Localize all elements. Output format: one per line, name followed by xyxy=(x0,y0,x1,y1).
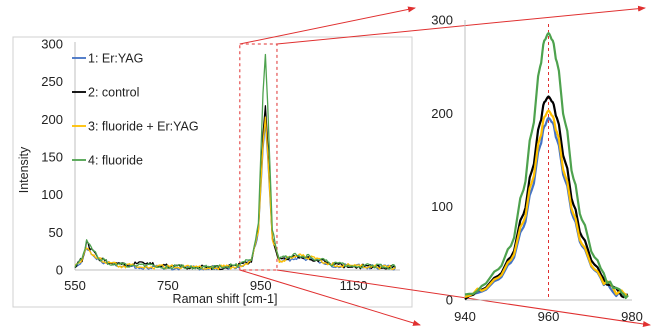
main-series-line xyxy=(74,116,396,271)
legend-label: 2: control xyxy=(88,86,139,100)
main-axes: 0 50 100 150 200 250 300 550 750 950 1150 xyxy=(41,37,400,293)
inset-series-line xyxy=(464,95,629,301)
main-chart-frame xyxy=(12,36,413,308)
x-axis-label: Raman shift [cm-1] xyxy=(173,292,278,306)
inset-x-tick-label: 980 xyxy=(621,309,643,324)
zoom-connector-arrow xyxy=(276,5,646,45)
zoom-highlight-box xyxy=(239,43,278,271)
inset-y-tick-label: 300 xyxy=(431,13,453,28)
main-y-tick-label: 0 xyxy=(56,263,63,278)
main-y-tick-label: 150 xyxy=(41,150,63,165)
inset-axes: 0 100 200 300 940 960 980 xyxy=(431,13,643,325)
main-x-tick-label: 950 xyxy=(250,278,272,293)
legend-label: 1: Er:YAG xyxy=(88,52,143,66)
main-series-line xyxy=(74,53,396,270)
main-series-line xyxy=(74,121,396,271)
main-x-tick-label: 1150 xyxy=(340,278,368,293)
main-y-tick-label: 300 xyxy=(41,37,63,52)
inset-series-group xyxy=(464,31,629,301)
zoom-connector-arrow xyxy=(239,269,421,326)
main-y-tick-label: 100 xyxy=(41,187,63,202)
inset-series-line xyxy=(464,109,629,299)
main-x-tick-label: 750 xyxy=(157,278,179,293)
zoom-connector-arrow xyxy=(239,6,416,45)
zoom-connector-arrow xyxy=(276,269,651,327)
inset-y-tick-label: 100 xyxy=(431,199,453,214)
legend: 1: Er:YAG 2: control 3: fluoride + Er:YAG 4… xyxy=(72,52,199,168)
zoom-connector-lines xyxy=(239,5,651,327)
legend-label: 4: fluoride xyxy=(88,154,143,168)
main-y-tick-label: 250 xyxy=(41,74,63,89)
main-y-tick-label: 200 xyxy=(41,112,63,127)
legend-label: 3: fluoride + Er:YAG xyxy=(88,120,199,134)
inset-y-tick-label: 0 xyxy=(446,293,453,308)
inset-y-tick-label: 200 xyxy=(431,106,453,121)
inset-x-tick-label: 940 xyxy=(454,309,476,324)
main-series-group xyxy=(74,53,396,271)
y-axis-label: Intensity xyxy=(17,146,31,193)
inset-x-tick-label: 960 xyxy=(538,309,560,324)
inset-series-line xyxy=(464,31,629,300)
inset-series-line xyxy=(464,116,629,299)
main-x-tick-label: 550 xyxy=(64,278,86,293)
highlight-region xyxy=(239,43,278,271)
main-y-tick-label: 50 xyxy=(49,225,63,240)
